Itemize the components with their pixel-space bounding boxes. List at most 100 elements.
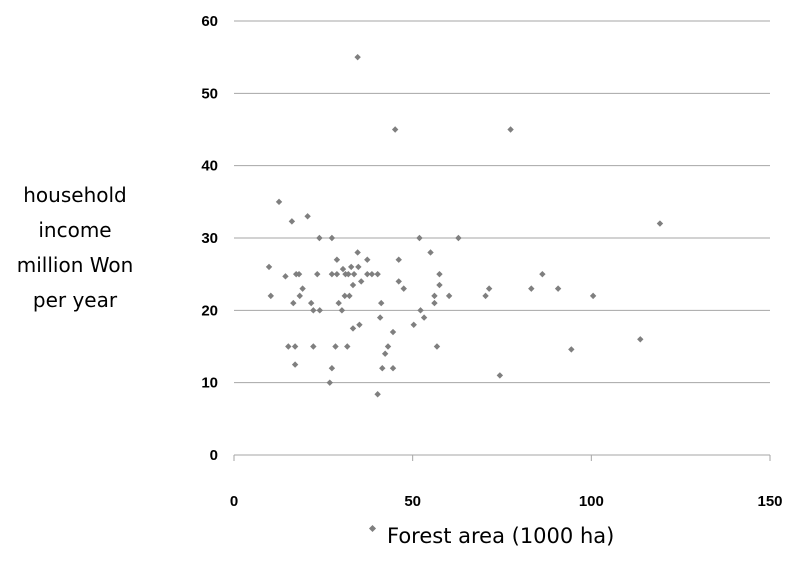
data-point: [379, 365, 386, 372]
data-point: [291, 343, 299, 350]
data-point: [299, 285, 306, 292]
data-point: [338, 307, 346, 314]
data-point: [395, 256, 402, 263]
x-tick-label: 100: [579, 493, 604, 510]
legend-label: Forest area (1000 ha): [387, 524, 615, 548]
y-axis-label-line: million Won: [16, 253, 134, 277]
data-point: [395, 278, 402, 285]
data-point: [554, 285, 562, 292]
data-point: [389, 365, 397, 372]
data-point: [420, 314, 428, 321]
data-point: [349, 325, 357, 332]
data-point: [288, 218, 296, 225]
data-point: [291, 361, 299, 368]
data-point: [296, 292, 303, 300]
y-tick-label: 50: [201, 85, 218, 102]
data-point: [346, 292, 353, 300]
data-point: [349, 281, 357, 289]
data-point: [341, 292, 348, 300]
legend-marker: [368, 524, 377, 532]
data-point: [295, 270, 303, 278]
data-point: [335, 299, 342, 307]
data-point: [316, 234, 323, 242]
data-point: [384, 343, 392, 350]
data-point: [354, 53, 361, 61]
data-point: [364, 270, 371, 278]
data-point: [374, 270, 381, 278]
data-point: [507, 126, 514, 133]
data-point: [355, 263, 362, 271]
y-tick-label: 10: [201, 375, 218, 392]
data-point: [433, 343, 441, 350]
data-point: [326, 379, 333, 386]
y-axis-label-line: household: [23, 183, 127, 207]
data-point: [310, 343, 317, 350]
data-point: [656, 220, 664, 227]
data-point: [368, 270, 376, 278]
data-point: [328, 270, 336, 278]
data-point: [539, 270, 546, 278]
data-point: [637, 336, 644, 343]
y-axis-label-line: per year: [32, 288, 118, 312]
data-point: [410, 321, 417, 328]
data-point: [417, 307, 424, 314]
data-point: [333, 256, 341, 263]
y-axis-label-line: income: [38, 218, 112, 242]
data-point: [290, 299, 297, 307]
y-tick-label: 30: [201, 230, 218, 247]
data-point: [431, 299, 438, 307]
data-point: [389, 328, 397, 336]
data-point: [436, 281, 443, 289]
data-point: [431, 292, 438, 300]
data-point: [485, 285, 493, 292]
data-point: [391, 126, 399, 133]
data-point: [345, 270, 352, 278]
data-point: [275, 198, 283, 206]
data-point: [332, 343, 339, 350]
data-point: [310, 307, 317, 314]
y-axis-label: household income million Won per year: [0, 178, 150, 318]
data-point: [400, 285, 407, 292]
data-point: [267, 292, 275, 300]
data-point: [364, 256, 371, 263]
data-point: [354, 249, 361, 256]
data-point: [307, 299, 315, 307]
data-point: [285, 343, 292, 350]
data-point: [445, 292, 453, 300]
data-point: [356, 321, 363, 328]
y-tick-label: 20: [201, 302, 218, 319]
data-point: [328, 234, 336, 242]
data-point: [304, 213, 311, 220]
data-point: [348, 263, 355, 271]
data-point: [378, 299, 385, 307]
data-point: [344, 343, 351, 350]
data-point: [265, 263, 273, 271]
data-point: [496, 372, 504, 379]
x-tick-label: 0: [230, 493, 238, 510]
data-point: [374, 391, 381, 398]
legend: Forest area (1000 ha): [368, 524, 615, 548]
data-point: [482, 292, 489, 300]
data-point: [427, 249, 434, 256]
data-point: [350, 270, 358, 278]
data-point: [568, 346, 575, 353]
data-point: [339, 265, 347, 273]
x-tick-label: 50: [404, 493, 421, 510]
data-point: [328, 365, 336, 372]
data-point: [589, 292, 597, 300]
data-point: [333, 270, 341, 278]
data-point: [436, 270, 443, 278]
data-point: [455, 234, 462, 242]
data-point: [358, 278, 365, 285]
data-point: [376, 314, 384, 321]
y-tick-label: 60: [201, 13, 218, 30]
data-point: [528, 285, 535, 292]
data-point: [416, 234, 423, 242]
y-tick-label: 0: [210, 447, 218, 464]
data-point: [316, 307, 323, 314]
data-point: [381, 350, 389, 357]
data-point: [282, 273, 289, 280]
y-tick-label: 40: [201, 158, 218, 175]
data-point: [314, 270, 321, 278]
